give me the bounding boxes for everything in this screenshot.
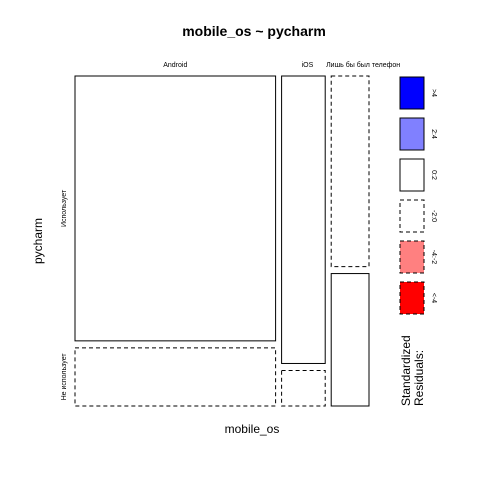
mosaic-cell-лишь-бы-был-телефон-не-использует <box>330 273 370 407</box>
legend-label: 0:2 <box>430 170 437 180</box>
x-category-label: Лишь бы был телефон <box>326 61 400 69</box>
legend-swatch <box>399 240 425 274</box>
legend-swatch <box>399 199 425 233</box>
legend-swatch <box>399 158 425 192</box>
legend-label: -4:-2 <box>430 250 437 265</box>
legend-swatch <box>399 281 425 315</box>
legend-label: <-4 <box>430 293 437 303</box>
y-axis-label: pycharm <box>31 218 45 264</box>
mosaic-cell-ios-не-использует <box>281 369 326 407</box>
x-axis-label: mobile_os <box>225 422 280 436</box>
mosaic-cell-android-использует <box>74 75 277 342</box>
y-category-label: Использует <box>61 189 68 227</box>
x-category-label: Android <box>163 62 187 69</box>
legend-swatch <box>399 117 425 151</box>
legend-title-line1: Standardized <box>399 335 413 406</box>
legend-swatch <box>399 76 425 110</box>
legend-label: 2:4 <box>430 129 437 139</box>
legend-label: >4 <box>430 89 437 97</box>
y-category-label: Не использует <box>61 353 68 401</box>
mosaic-cell-android-не-использует <box>74 347 277 407</box>
legend-title-line2: Residuals: <box>412 350 426 406</box>
x-category-label: iOS <box>302 62 314 69</box>
mosaic-cell-ios-использует <box>281 75 326 364</box>
mosaic-cell-лишь-бы-был-телефон-использует <box>330 75 370 268</box>
chart-title: mobile_os ~ pycharm <box>182 23 326 39</box>
legend-label: -2:0 <box>430 210 437 222</box>
